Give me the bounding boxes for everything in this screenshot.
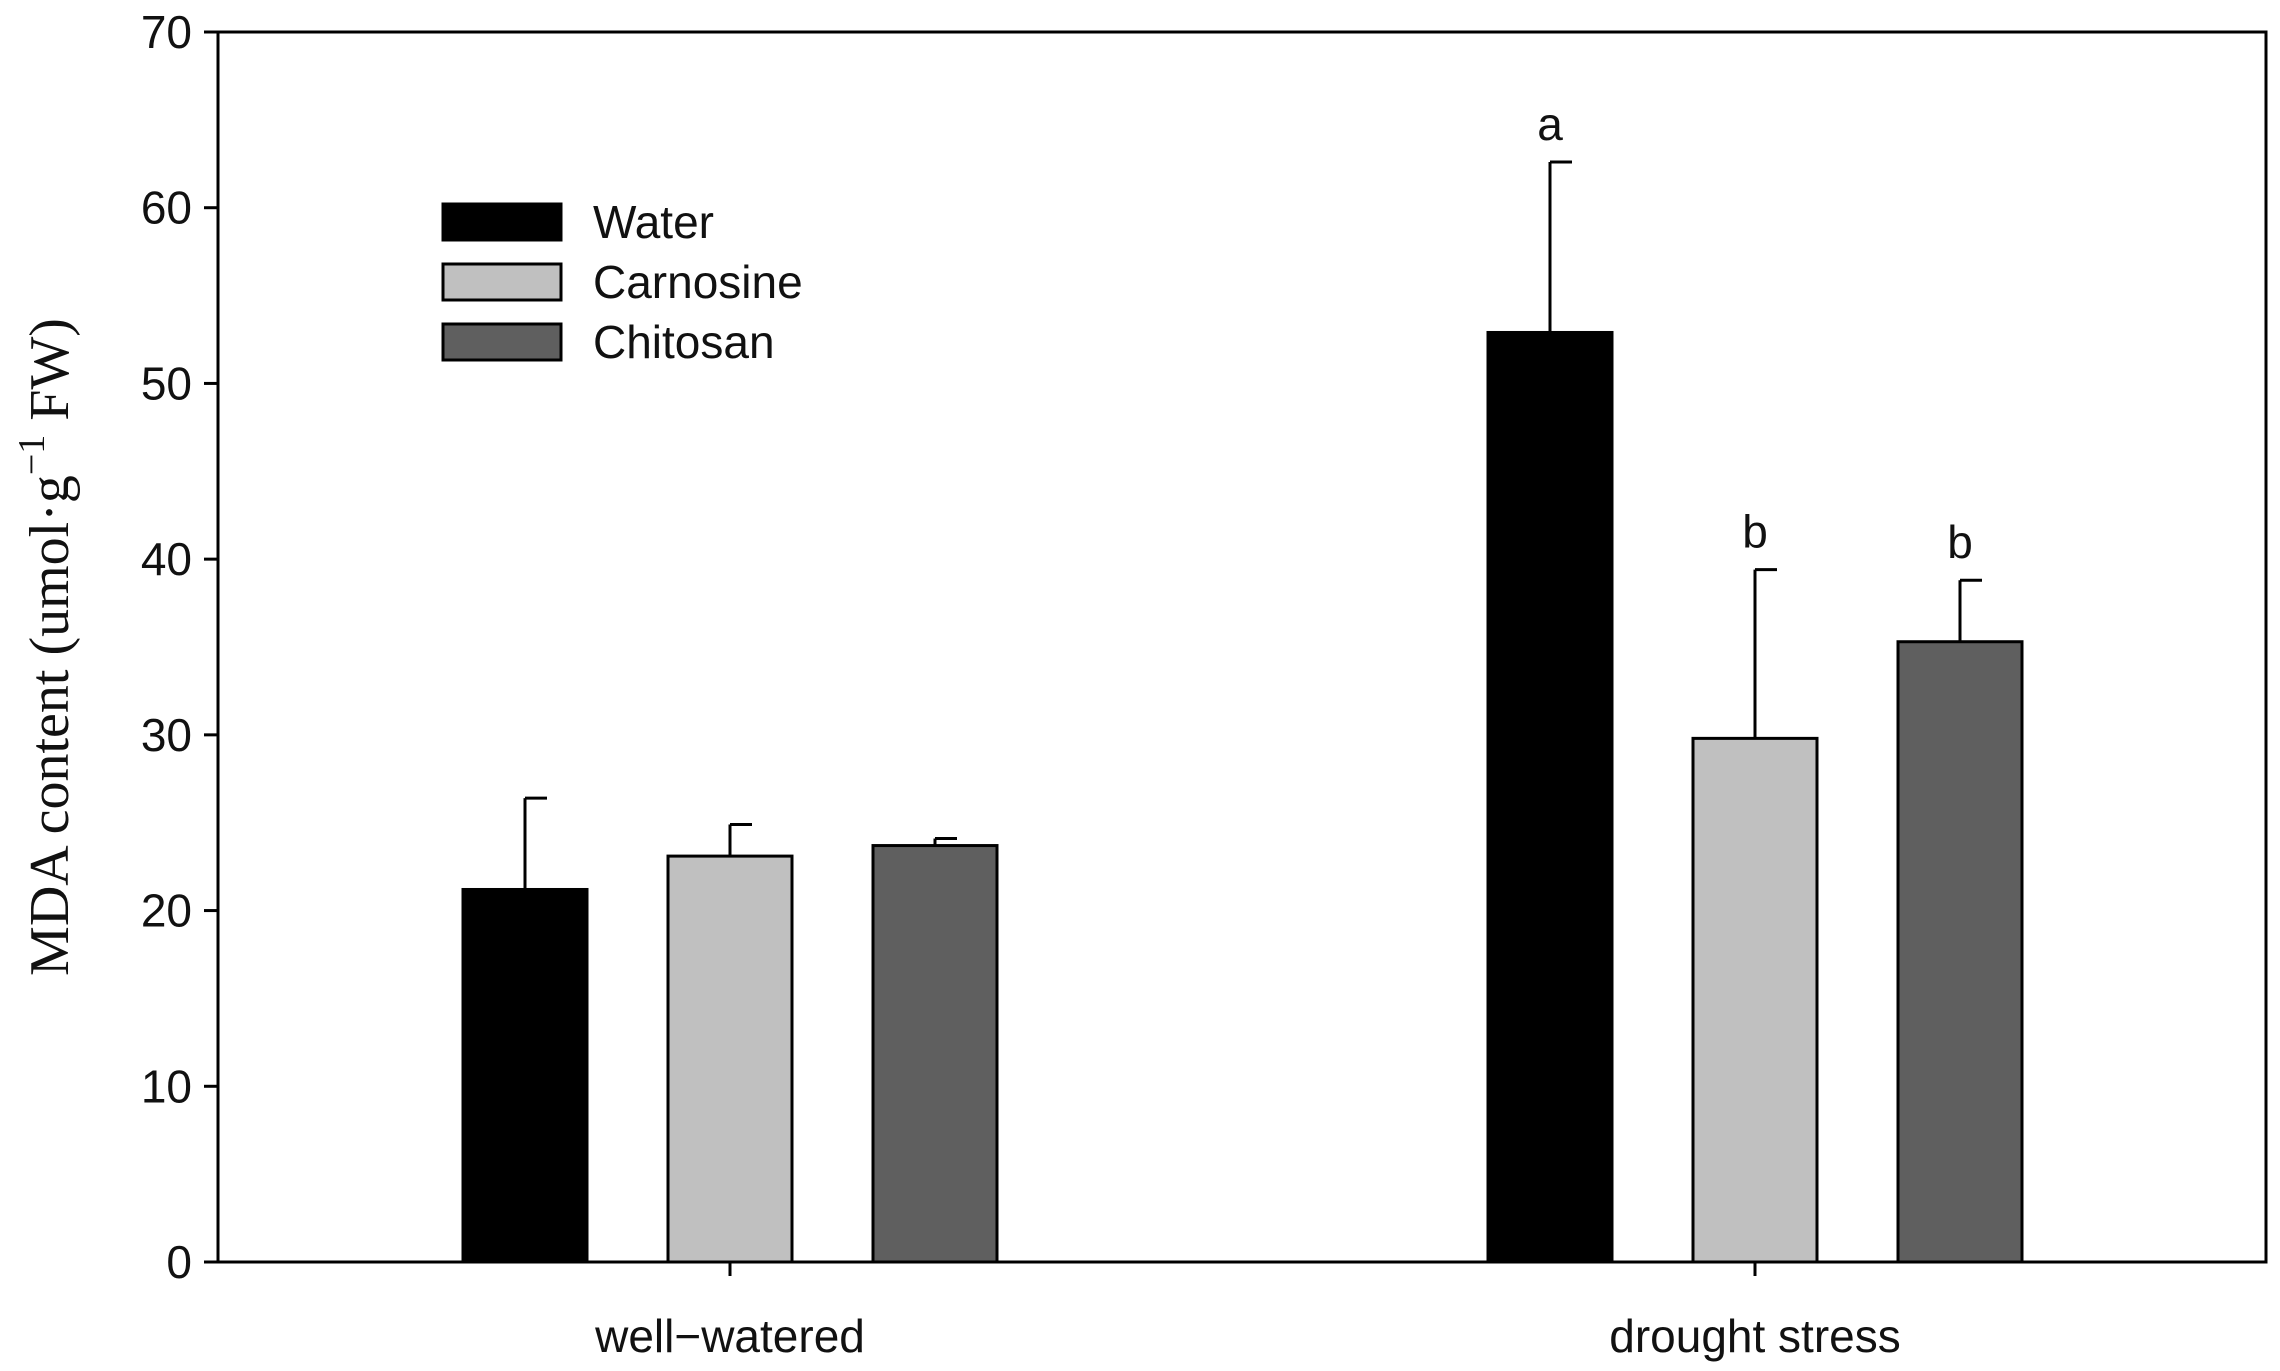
y-axis-label: MDA content (umol·g−1 FW) [11,318,81,976]
y-tick-label: 50 [141,357,192,409]
bar [871,844,999,1264]
plot-frame [216,30,2268,1264]
y-tick-label: 30 [141,709,192,761]
legend: Water Carnosine Chitosan [441,196,803,368]
bar-series: a b b [461,98,2024,1264]
y-axis-label-exponent: −1 [11,435,53,475]
legend-swatch [441,262,563,302]
x-axis: well−watered drought stress [594,1262,1901,1362]
x-tick-label: drought stress [1609,1310,1900,1362]
bar [1486,330,1614,1264]
y-tick-label: 0 [166,1236,192,1288]
legend-swatch [441,322,563,362]
bar [1691,736,1819,1264]
legend-label: Carnosine [593,256,803,308]
significance-label: a [1537,98,1563,150]
y-axis: 0 10 20 30 40 50 60 70 [141,6,218,1288]
bar [666,854,794,1264]
x-tick-label: well−watered [594,1310,865,1362]
y-tick-label: 60 [141,182,192,234]
legend-label: Water [593,196,714,248]
legend-swatch [441,202,563,242]
bar [461,887,589,1264]
legend-label: Chitosan [593,316,775,368]
y-tick-label: 70 [141,6,192,58]
y-tick-label: 20 [141,885,192,937]
bar [1896,640,2024,1264]
significance-label: b [1947,516,1973,568]
y-tick-label: 10 [141,1060,192,1112]
y-tick-label: 40 [141,533,192,585]
significance-label: b [1742,506,1768,558]
